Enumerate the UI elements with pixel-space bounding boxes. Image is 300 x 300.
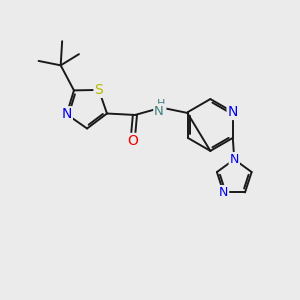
Text: N: N — [230, 153, 239, 166]
Text: H: H — [157, 99, 166, 109]
Text: S: S — [94, 83, 103, 97]
Text: N: N — [228, 105, 238, 119]
Text: N: N — [154, 105, 164, 118]
Text: N: N — [61, 107, 72, 121]
Text: N: N — [219, 186, 228, 199]
Text: O: O — [127, 134, 138, 148]
